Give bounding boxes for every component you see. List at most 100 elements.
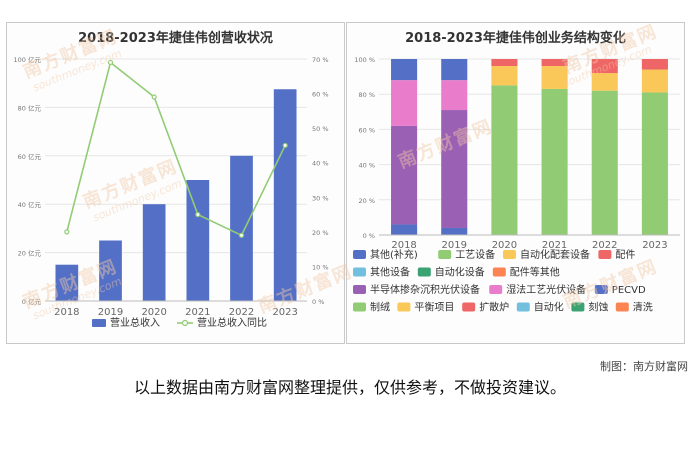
y-right-tick-label: 40 % [312, 160, 329, 168]
y-right-tick-label: 10 % [312, 263, 329, 271]
legend-swatch [503, 250, 516, 259]
y-left-tick-label: 100 亿元 [14, 55, 42, 64]
yoy-series-line [66, 61, 286, 237]
legend-swatch [571, 302, 585, 312]
x-tick-label: 2023 [272, 307, 297, 318]
stacked-segment [541, 59, 568, 67]
legend-label: 自动化配套设备 [520, 248, 590, 261]
legend-swatch-revenue [92, 319, 106, 327]
legend-label-yoy: 营业总收入同比 [197, 316, 267, 329]
legend-swatch-yoy-marker [181, 319, 189, 327]
y-tick-label: 0 % [363, 232, 375, 240]
legend-label: 配件 [615, 249, 635, 261]
business-structure-chart: 0 % 20 % 40 % 60 % 80 % 100 % 2018 2019 2020 2021… [353, 56, 680, 314]
stacked-segment [541, 88, 568, 235]
yoy-point [238, 232, 245, 238]
stacked-segment [541, 66, 568, 89]
revenue-bar [230, 155, 253, 301]
x-tick-label: 2021 [185, 307, 210, 318]
yoy-point [64, 229, 70, 235]
x-tick-label: 2020 [492, 240, 517, 251]
stacked-segment [591, 90, 618, 236]
x-tick-label: 2022 [229, 307, 254, 318]
y-tick-label: 40 % [358, 162, 375, 170]
stacked-segment [391, 224, 418, 235]
y-left-tick-label: 60 亿元 [18, 152, 42, 161]
legend-label-revenue: 营业总收入 [110, 316, 160, 329]
stacked-segment [441, 110, 468, 228]
yoy-point [195, 211, 201, 218]
legend-swatch [492, 267, 506, 277]
stacked-segment [591, 59, 618, 74]
legend-label: 工艺设备 [455, 248, 495, 261]
x-tick-label: 2019 [98, 307, 123, 318]
x-tick-label: 2023 [642, 240, 667, 251]
stacked-segment [441, 80, 468, 111]
y-tick-label: 60 % [358, 126, 375, 134]
legend-swatch [516, 302, 530, 312]
legend-label: 制绒 [370, 301, 390, 314]
y-left-tick-label: 20 亿元 [18, 249, 42, 258]
legend-label: 湿法工艺光伏设备 [506, 283, 586, 296]
yoy-point [282, 142, 288, 149]
x-tick-label: 2019 [442, 240, 467, 251]
legend-label: 其他(补充) [370, 248, 418, 261]
legend-swatch [353, 250, 366, 259]
legend-label: 半导体掺杂沉积光伏设备 [370, 283, 480, 296]
y-tick-label: 20 % [358, 197, 375, 205]
revenue-bar [55, 264, 79, 301]
y-right-tick-label: 20 % [312, 229, 329, 237]
legend-swatch [397, 302, 411, 312]
x-tick-label: 2022 [592, 240, 617, 251]
stacked-segment [641, 69, 668, 93]
stacked-segment [491, 59, 518, 67]
x-tick-label: 2021 [542, 240, 567, 251]
legend-swatch [594, 285, 608, 294]
legend-swatch [353, 302, 366, 312]
legend-label: 配件等其他 [510, 266, 560, 279]
legend-label: 其他设备 [370, 266, 410, 279]
legend-swatch [353, 267, 366, 277]
revenue-bar [273, 89, 297, 301]
legend-swatch [598, 250, 612, 259]
legend-label: PECVD [612, 285, 646, 296]
structure-chart-title: 2018-2023年捷佳伟创业务结构变化 [405, 31, 626, 46]
revenue-bar [99, 240, 122, 301]
stacked-segment [641, 59, 668, 70]
stacked-segment [391, 59, 418, 81]
legend-swatch [353, 285, 366, 294]
stacked-segment [441, 227, 468, 235]
y-right-tick-label: 60 % [312, 91, 329, 99]
revenue-bar [186, 180, 210, 301]
legend-label: 自动化 [534, 301, 564, 314]
stacked-segment [391, 125, 418, 225]
x-tick-label: 2020 [141, 307, 166, 318]
legend-label: 自动化设备 [435, 266, 485, 279]
x-tick-label: 2018 [54, 307, 79, 318]
legend-swatch [489, 285, 503, 294]
y-tick-label: 100 % [354, 56, 375, 64]
stacked-segment [591, 73, 618, 91]
business-structure-chart-panel: 2018-2023年捷佳伟创业务结构变化 0 % 20 % 40 % 60 % 80 %… [346, 22, 685, 344]
y-right-tick-label: 30 % [312, 194, 329, 202]
y-left-tick-label: 0 亿元 [22, 297, 42, 306]
legend-swatch [417, 267, 431, 277]
revenue-chart-title: 2018-2023年捷佳伟创营收状况 [78, 31, 273, 46]
legend-label: 扩散炉 [479, 301, 509, 314]
disclaimer-text: 以上数据由南方财富网整理提供，仅供参考，不做投资建议。 [133, 378, 566, 397]
legend-label: 刻蚀 [588, 301, 608, 314]
legend-label: 平衡项目 [414, 302, 454, 314]
revenue-chart-panel: 2018-2023年捷佳伟创营收状况 0 亿元 20 亿元 40 亿元 60 亿元 80… [6, 22, 345, 344]
chart-credit: 制图：南方财富网 [600, 360, 688, 373]
y-left-tick-label: 40 亿元 [18, 200, 42, 209]
y-left-tick-label: 80 亿元 [18, 103, 42, 112]
stacked-segment [491, 85, 518, 236]
legend-label: 清洗 [633, 301, 653, 314]
stacked-segment [441, 59, 468, 81]
legend-swatch [438, 250, 452, 259]
revenue-chart: 0 亿元 20 亿元 40 亿元 60 亿元 80 亿元 100 亿元 0 % 10 % 20 … [14, 55, 329, 329]
yoy-point [151, 94, 157, 100]
revenue-bar [142, 204, 166, 301]
stacked-segment [391, 80, 418, 126]
y-right-tick-label: 0 % [312, 298, 324, 306]
